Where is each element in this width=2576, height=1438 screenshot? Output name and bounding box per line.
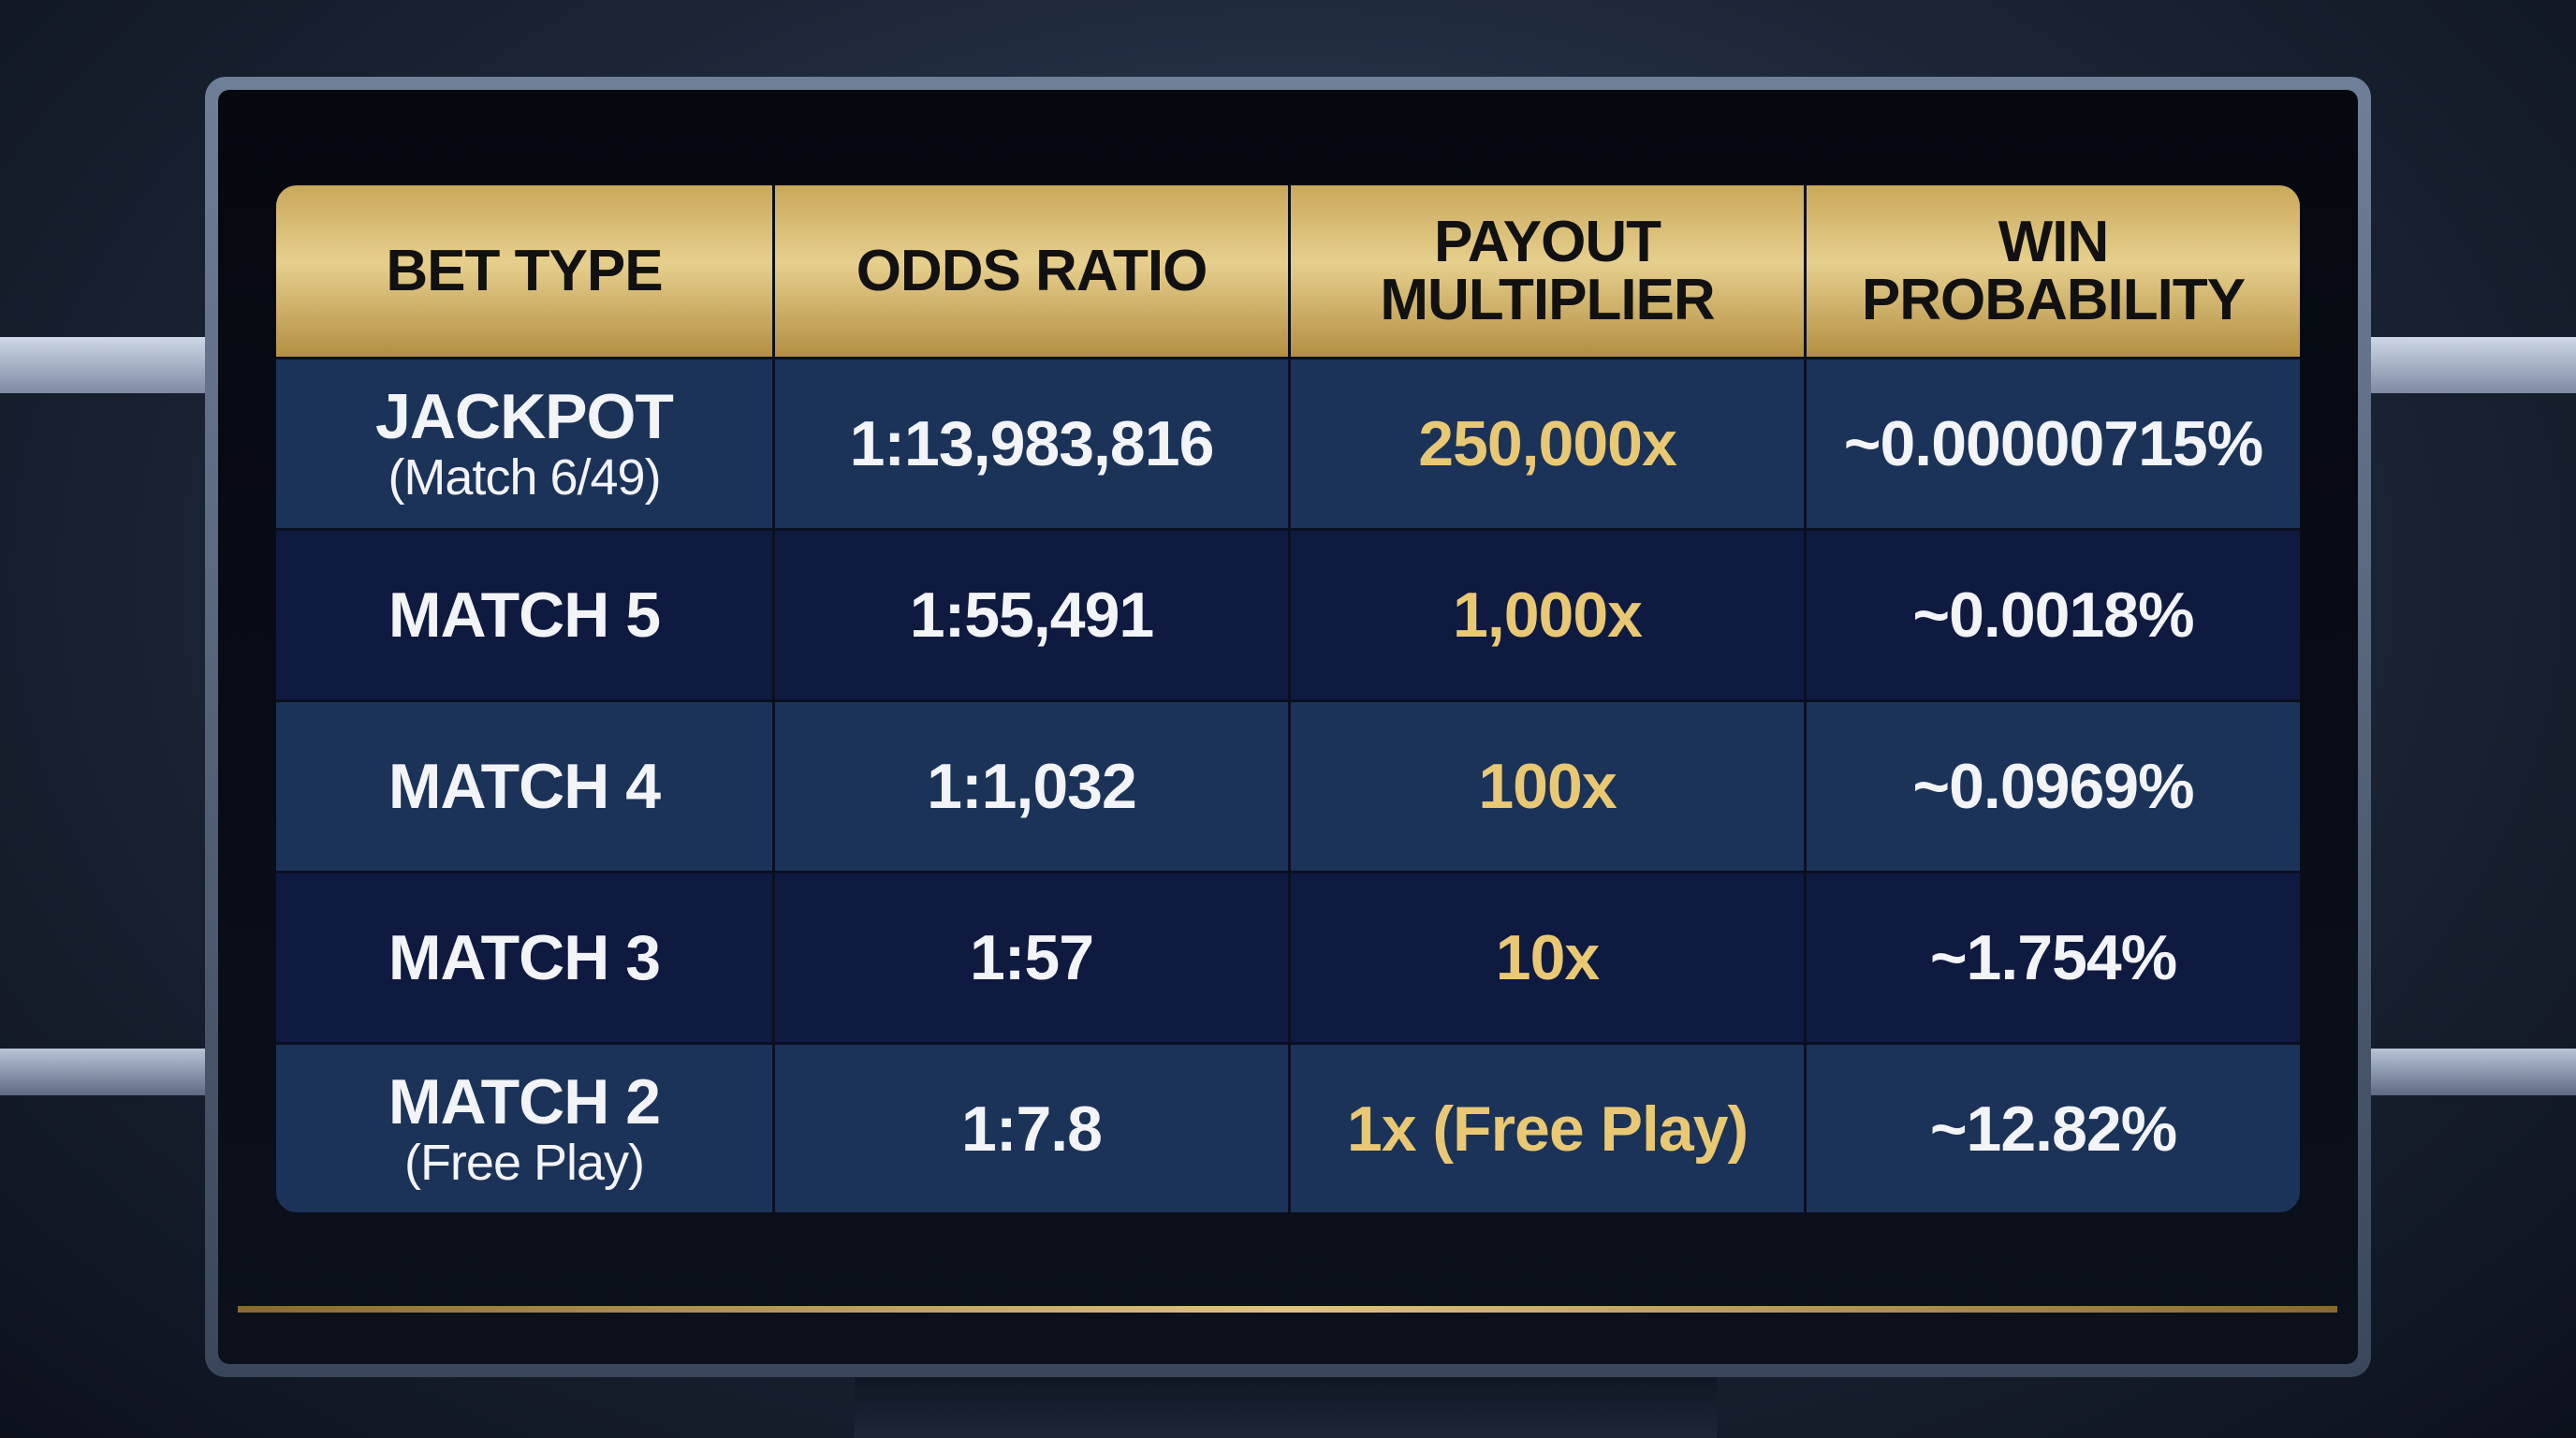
table-cell: ~0.0018% — [1807, 531, 2300, 699]
cell-text: 1,000x — [1453, 580, 1643, 651]
cell-text: 1:7.8 — [961, 1093, 1103, 1165]
table-cell: JACKPOT (Match 6/49) — [276, 360, 772, 528]
header-text: ODDS RATIO — [856, 238, 1208, 303]
header-text: WIN PROBABILITY — [1861, 209, 2246, 332]
cell-note: (Match 6/49) — [388, 449, 661, 506]
cell-text: ~0.0969% — [1912, 751, 2194, 822]
cell-text: MATCH 4 — [388, 751, 661, 822]
table-cell: 1:55,491 — [775, 531, 1288, 699]
table-cell: 100x — [1291, 702, 1804, 871]
table-cell: MATCH 2 (Free Play) — [276, 1045, 772, 1212]
wall-light — [2370, 337, 2576, 393]
cell-text: JACKPOT — [375, 381, 674, 452]
cell-text: 1:57 — [969, 922, 1094, 993]
wall-light — [2370, 1049, 2576, 1095]
table-cell: ~0.0969% — [1807, 702, 2300, 871]
header-cell: WIN PROBABILITY — [1807, 185, 2300, 357]
table-cell: MATCH 4 — [276, 702, 772, 871]
table-cell: 1x (Free Play) — [1291, 1045, 1804, 1212]
header-text: PAYOUT MULTIPLIER — [1380, 209, 1715, 332]
cell-text: 1:13,983,816 — [849, 408, 1215, 479]
cell-text: MATCH 3 — [388, 922, 661, 993]
cell-text: ~12.82% — [1929, 1093, 2177, 1165]
wall-light — [0, 1049, 206, 1095]
table-cell: 250,000x — [1291, 360, 1804, 528]
cell-text: MATCH 5 — [388, 580, 661, 651]
cell-text: 1:1,032 — [927, 751, 1137, 822]
table-cell: MATCH 3 — [276, 873, 772, 1042]
table-cell: 1:57 — [775, 873, 1288, 1042]
table-cell: 1:13,983,816 — [775, 360, 1288, 528]
table-cell: 1:7.8 — [775, 1045, 1288, 1212]
table-cell: MATCH 5 — [276, 531, 772, 699]
table-cell: 1,000x — [1291, 531, 1804, 699]
cell-text: 1x (Free Play) — [1346, 1093, 1749, 1165]
header-cell: ODDS RATIO — [775, 185, 1288, 357]
cell-text: 10x — [1495, 922, 1600, 993]
cell-text: ~0.0018% — [1912, 580, 2194, 651]
table-cell: ~12.82% — [1807, 1045, 2300, 1212]
table-cell: 10x — [1291, 873, 1804, 1042]
table-cell: 1:1,032 — [775, 702, 1288, 871]
cell-text: MATCH 2 — [388, 1066, 661, 1137]
table-cell: ~1.754% — [1807, 873, 2300, 1042]
gold-line — [238, 1306, 2337, 1313]
odds-table: BET TYPE ODDS RATIO PAYOUT MULTIPLIER WIN P… — [276, 185, 2300, 1212]
cell-text: 100x — [1478, 751, 1617, 822]
cell-text: ~1.754% — [1929, 922, 2177, 993]
header-cell: BET TYPE — [276, 185, 772, 357]
header-text: BET TYPE — [386, 238, 663, 303]
table-cell: ~0.00000715% — [1807, 360, 2300, 528]
cell-text: 1:55,491 — [909, 580, 1154, 651]
cell-text: 250,000x — [1418, 408, 1677, 479]
cell-note: (Free Play) — [403, 1135, 645, 1191]
header-cell: PAYOUT MULTIPLIER — [1291, 185, 1804, 357]
monitor-stand — [855, 1367, 1717, 1438]
cell-text: ~0.00000715% — [1843, 408, 2263, 479]
wall-light — [0, 337, 206, 393]
